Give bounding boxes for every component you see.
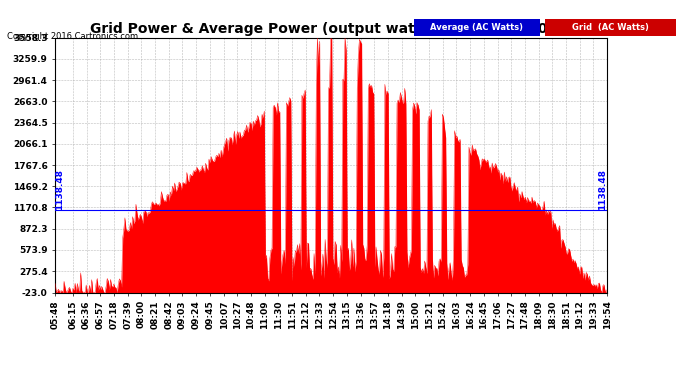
Text: 1138.48: 1138.48 [55, 169, 64, 210]
Text: Grid  (AC Watts): Grid (AC Watts) [572, 22, 649, 32]
Title: Grid Power & Average Power (output watts)  Tue Aug 9 20:02: Grid Power & Average Power (output watts… [90, 22, 572, 36]
Text: Average (AC Watts): Average (AC Watts) [431, 22, 524, 32]
Text: 1138.48: 1138.48 [598, 169, 607, 210]
FancyBboxPatch shape [545, 19, 676, 36]
FancyBboxPatch shape [414, 19, 540, 36]
Text: Copyright 2016 Cartronics.com: Copyright 2016 Cartronics.com [7, 32, 138, 41]
